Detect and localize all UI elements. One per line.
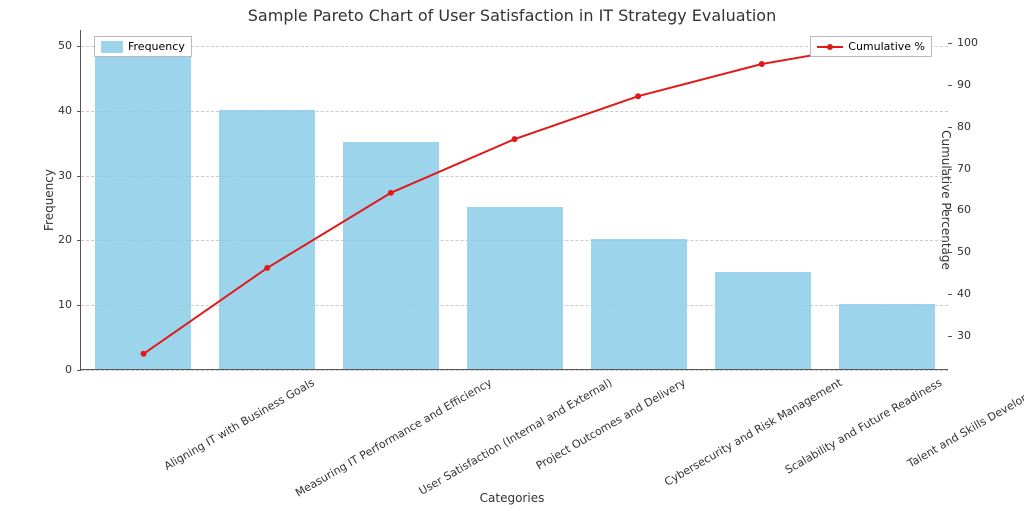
y-right-tick bbox=[948, 85, 952, 86]
x-tick-label: Cybersecurity and Risk Management bbox=[662, 376, 844, 489]
bar bbox=[839, 304, 936, 369]
bar bbox=[591, 239, 688, 369]
y-right-tick bbox=[948, 43, 952, 44]
x-axis-title: Categories bbox=[0, 491, 1024, 505]
y-right-tick-label: 40 bbox=[957, 287, 997, 300]
gridline bbox=[81, 111, 948, 112]
y-right-tick-label: 80 bbox=[957, 120, 997, 133]
y-right-tick bbox=[948, 336, 952, 337]
y-right-tick-label: 30 bbox=[957, 329, 997, 342]
y-right-tick-label: 60 bbox=[957, 203, 997, 216]
y-left-tick-label: 0 bbox=[12, 363, 72, 376]
y-right-tick bbox=[948, 294, 952, 295]
legend-swatch bbox=[101, 41, 123, 53]
legend-line-sample bbox=[817, 46, 843, 48]
x-tick-label: Aligning IT with Business Goals bbox=[162, 376, 317, 473]
y-right-tick bbox=[948, 127, 952, 128]
cumulative-marker bbox=[512, 136, 518, 142]
legend-label: Frequency bbox=[128, 40, 185, 53]
legend-label: Cumulative % bbox=[848, 40, 925, 53]
bar bbox=[219, 110, 316, 369]
bar bbox=[95, 45, 192, 369]
plot-area: 0102030405030405060708090100Aligning IT … bbox=[80, 30, 948, 370]
pareto-chart: Sample Pareto Chart of User Satisfaction… bbox=[0, 0, 1024, 511]
y-left-tick-label: 10 bbox=[12, 298, 72, 311]
legend-cumulative: Cumulative % bbox=[810, 36, 932, 57]
y-right-tick-label: 100 bbox=[957, 36, 997, 49]
bar bbox=[467, 207, 564, 369]
cumulative-marker bbox=[635, 93, 641, 99]
y-left-tick-label: 40 bbox=[12, 104, 72, 117]
y-right-tick bbox=[948, 169, 952, 170]
cumulative-marker bbox=[759, 61, 765, 67]
y-left-tick-label: 20 bbox=[12, 233, 72, 246]
x-tick-label: Project Outcomes and Delivery bbox=[534, 376, 688, 472]
chart-title: Sample Pareto Chart of User Satisfaction… bbox=[0, 6, 1024, 25]
y-right-tick bbox=[948, 252, 952, 253]
legend-frequency: Frequency bbox=[94, 36, 192, 57]
y-left-tick-label: 30 bbox=[12, 169, 72, 182]
gridline bbox=[81, 176, 948, 177]
y-right-tick-label: 50 bbox=[957, 245, 997, 258]
bar bbox=[715, 272, 812, 369]
y-right-tick-label: 70 bbox=[957, 162, 997, 175]
y-right-tick-label: 90 bbox=[957, 78, 997, 91]
y-left-tick-label: 50 bbox=[12, 39, 72, 52]
bar bbox=[343, 142, 440, 369]
legend-dot bbox=[827, 44, 833, 50]
gridline bbox=[81, 370, 948, 371]
x-tick-label: Measuring IT Performance and Efficiency bbox=[293, 376, 494, 500]
y-right-tick bbox=[948, 210, 952, 211]
